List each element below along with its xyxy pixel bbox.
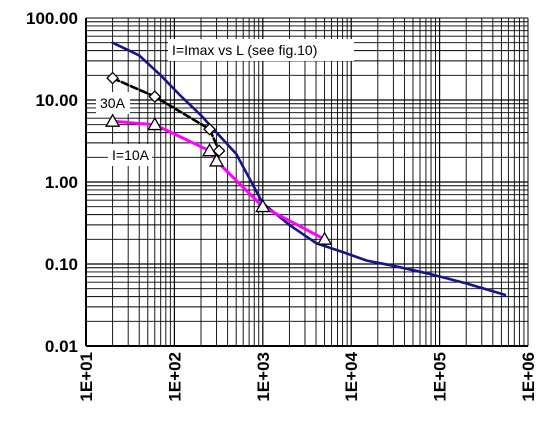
triangle-marker: [201, 143, 218, 157]
annotation-10a: I=10A: [112, 147, 150, 163]
triangle-marker: [147, 116, 163, 131]
series-line-1: [111, 41, 507, 297]
y-tick-label: 0.01: [45, 337, 78, 356]
y-tick-label: 10.00: [35, 91, 78, 110]
annotation-10a-box: [108, 144, 152, 166]
x-tick-label: 1E+04: [342, 351, 361, 401]
x-tick-label: 1E+01: [77, 352, 96, 402]
y-tick-label: 100.00: [26, 9, 78, 28]
x-tick-label: 1E+02: [165, 352, 184, 402]
series-line-2: [111, 76, 221, 153]
x-tick-label: 1E+05: [431, 352, 450, 402]
diamond-marker: [212, 144, 226, 158]
grid: [85, 17, 529, 347]
triangle-marker: [208, 153, 225, 167]
tick-labels: 0.01 0.10 1.00 10.00 100.00 1E+01 1E+02 1E+03 1E…: [26, 9, 538, 402]
triangle-marker: [104, 113, 121, 127]
series-group: [104, 41, 507, 297]
annotation-30a: 30A: [100, 95, 126, 111]
diamond-marker: [203, 122, 216, 136]
y-tick-label: 0.10: [45, 255, 78, 274]
y-tick-label: 1.00: [45, 173, 78, 192]
annotations: I=Imax vs L (see fig.10) 30A I=10A: [96, 39, 354, 166]
series-line-3: [111, 119, 327, 241]
annotation-imax-box: [168, 39, 354, 61]
x-tick-label: 1E+06: [519, 352, 538, 402]
diamond-marker: [106, 71, 120, 85]
triangle-marker: [316, 231, 333, 245]
annotation-30a-box: [96, 92, 130, 114]
triangle-marker: [255, 198, 271, 213]
diamond-marker: [148, 90, 162, 104]
annotation-imax: I=Imax vs L (see fig.10): [172, 42, 317, 58]
x-tick-label: 1E+03: [254, 352, 273, 402]
